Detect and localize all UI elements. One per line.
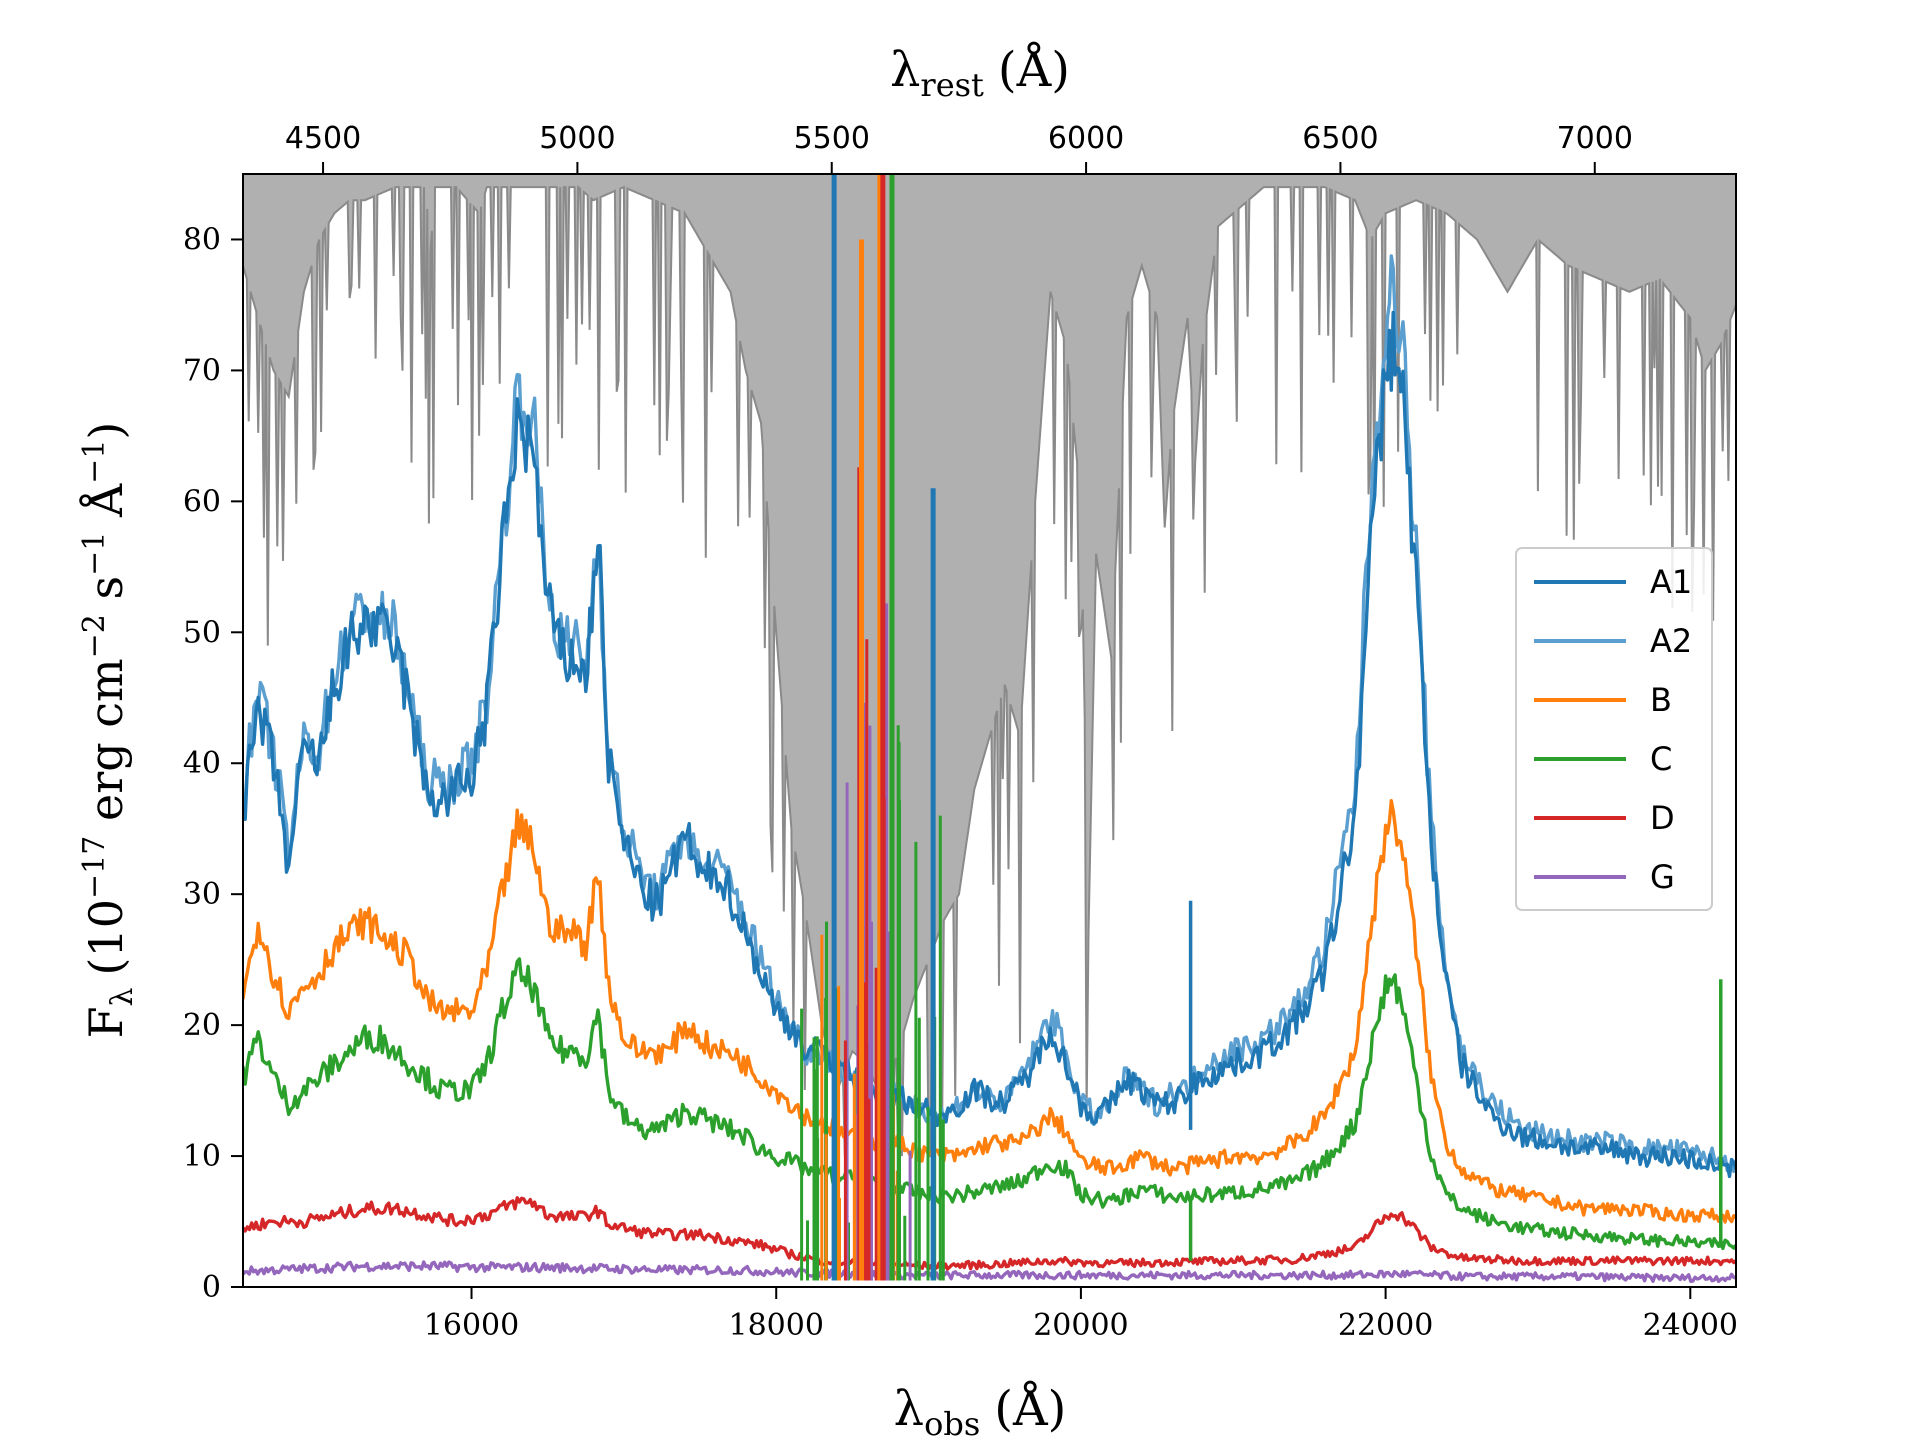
y-tick-label: 10 <box>183 1139 221 1174</box>
telluric-fill <box>243 174 1736 1158</box>
noise-spikes <box>800 174 1723 1281</box>
y-tick-label: 60 <box>183 484 221 519</box>
x-tick-label: 16000 <box>424 1308 519 1343</box>
y-tick-label: 20 <box>183 1008 221 1043</box>
y-tick-label: 30 <box>183 877 221 912</box>
x-top-tick-label: 7000 <box>1557 121 1633 156</box>
x-axis-title: λobs (Å) <box>894 1380 1067 1440</box>
x-tick-label: 18000 <box>728 1308 823 1343</box>
x-axis-ticks: 16000 18000 20000 22000 24000 <box>424 1287 1738 1343</box>
y-tick-label: 0 <box>202 1270 221 1305</box>
legend-label-a2: A2 <box>1650 622 1692 660</box>
legend-label-c: C <box>1650 740 1672 778</box>
x-top-tick-label: 5000 <box>539 121 615 156</box>
y-tick-label: 80 <box>183 222 221 257</box>
x-tick-label: 20000 <box>1033 1308 1128 1343</box>
series-line-b <box>243 799 1736 1224</box>
x-top-axis-ticks: 4500 5000 5500 6000 6500 7000 <box>285 121 1633 174</box>
x-tick-label: 24000 <box>1643 1308 1738 1343</box>
series-line-g <box>243 1260 1736 1284</box>
legend-label-d: D <box>1650 799 1675 837</box>
y-tick-label: 50 <box>183 615 221 650</box>
legend-label-b: B <box>1650 681 1672 719</box>
y-tick-label: 70 <box>183 353 221 388</box>
x-tick-label: 22000 <box>1338 1308 1433 1343</box>
x-top-tick-label: 5500 <box>794 121 870 156</box>
y-axis-ticks: 0 10 20 30 40 50 60 70 80 <box>183 222 243 1305</box>
series-line-a2 <box>243 254 1736 1174</box>
y-tick-label: 40 <box>183 746 221 781</box>
series-line-a1 <box>243 310 1736 1179</box>
telluric-absorption-band <box>243 174 1736 1158</box>
legend-label-g: G <box>1650 858 1675 896</box>
legend-box <box>1515 547 1713 911</box>
legend-label-a1: A1 <box>1650 563 1692 601</box>
y-axis-title: Fλ(10−17 erg cm−2 s−1 Å−1) <box>77 422 140 1039</box>
series-line-d <box>243 1196 1736 1271</box>
series-line-c <box>243 957 1736 1251</box>
x-top-axis-title: λrest (Å) <box>890 41 1070 104</box>
spectral-series <box>243 254 1736 1284</box>
x-top-tick-label: 6000 <box>1048 121 1124 156</box>
x-top-tick-label: 4500 <box>285 121 361 156</box>
x-top-tick-label: 6500 <box>1302 121 1378 156</box>
plot-frame <box>242 173 1737 1288</box>
